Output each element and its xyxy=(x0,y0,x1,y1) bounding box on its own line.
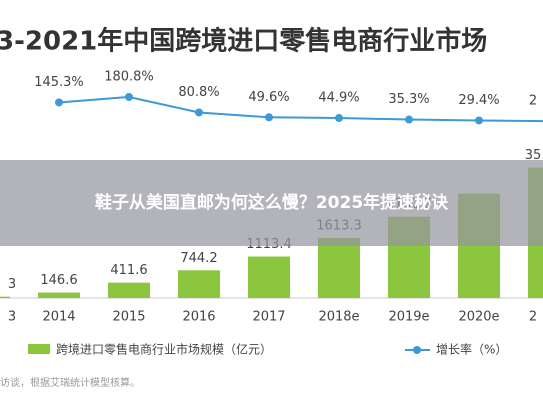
line-point xyxy=(55,98,63,107)
bar xyxy=(0,296,10,298)
x-tick-label: 2020e xyxy=(458,310,499,325)
x-tick-label: 2 xyxy=(529,310,537,325)
x-tick-label: 2016 xyxy=(182,310,215,325)
overlay-text: 鞋子从美国直邮为何这么慢？2025年提速秘诀 xyxy=(94,193,449,213)
data-label: 145.3% xyxy=(34,75,84,90)
data-label: 3 xyxy=(8,277,16,292)
line-point xyxy=(265,113,273,122)
x-tick-label: 3 xyxy=(8,310,16,325)
x-tick-label: 2018e xyxy=(318,310,359,325)
data-label: 744.2 xyxy=(180,251,217,266)
x-tick-label: 2017 xyxy=(252,310,285,325)
x-tick-label: 2014 xyxy=(42,310,75,325)
chart-title: 3-2021年中国跨境进口零售电商行业市场 xyxy=(0,26,487,57)
overlay-banner: 鞋子从美国直邮为何这么慢？2025年提速秘诀 xyxy=(0,160,543,246)
data-label: 180.8% xyxy=(104,69,154,84)
bar xyxy=(38,292,80,298)
data-label: 44.9% xyxy=(318,91,359,106)
data-label: 49.6% xyxy=(248,90,289,105)
bar xyxy=(248,256,290,298)
line-point xyxy=(335,114,343,123)
line-point xyxy=(405,115,413,124)
line-point xyxy=(125,92,133,101)
legend-swatch xyxy=(413,346,421,354)
growth-line xyxy=(58,95,543,123)
data-label: 35.3% xyxy=(388,92,429,107)
data-label: 146.6 xyxy=(40,273,77,288)
x-tick-label: 2015 xyxy=(112,310,145,325)
data-label: 80.8% xyxy=(178,85,219,100)
data-label: 411.6 xyxy=(110,263,147,278)
data-label: 35 xyxy=(525,148,542,163)
bar xyxy=(178,270,220,298)
source-note: 访谈，根据艾瑞统计模型核算。 xyxy=(0,376,140,389)
legend-label: 跨境进口零售电商行业市场规模（亿元） xyxy=(56,342,272,357)
x-tick-label: 2019e xyxy=(388,310,429,325)
line-point xyxy=(475,116,483,125)
line-point xyxy=(195,108,203,117)
legend-swatch xyxy=(28,344,50,354)
data-label: 29.4% xyxy=(458,93,499,108)
legend-label: 增长率（%） xyxy=(436,342,507,357)
data-label: 2 xyxy=(529,94,537,109)
bar xyxy=(108,282,150,298)
bar xyxy=(318,237,360,298)
